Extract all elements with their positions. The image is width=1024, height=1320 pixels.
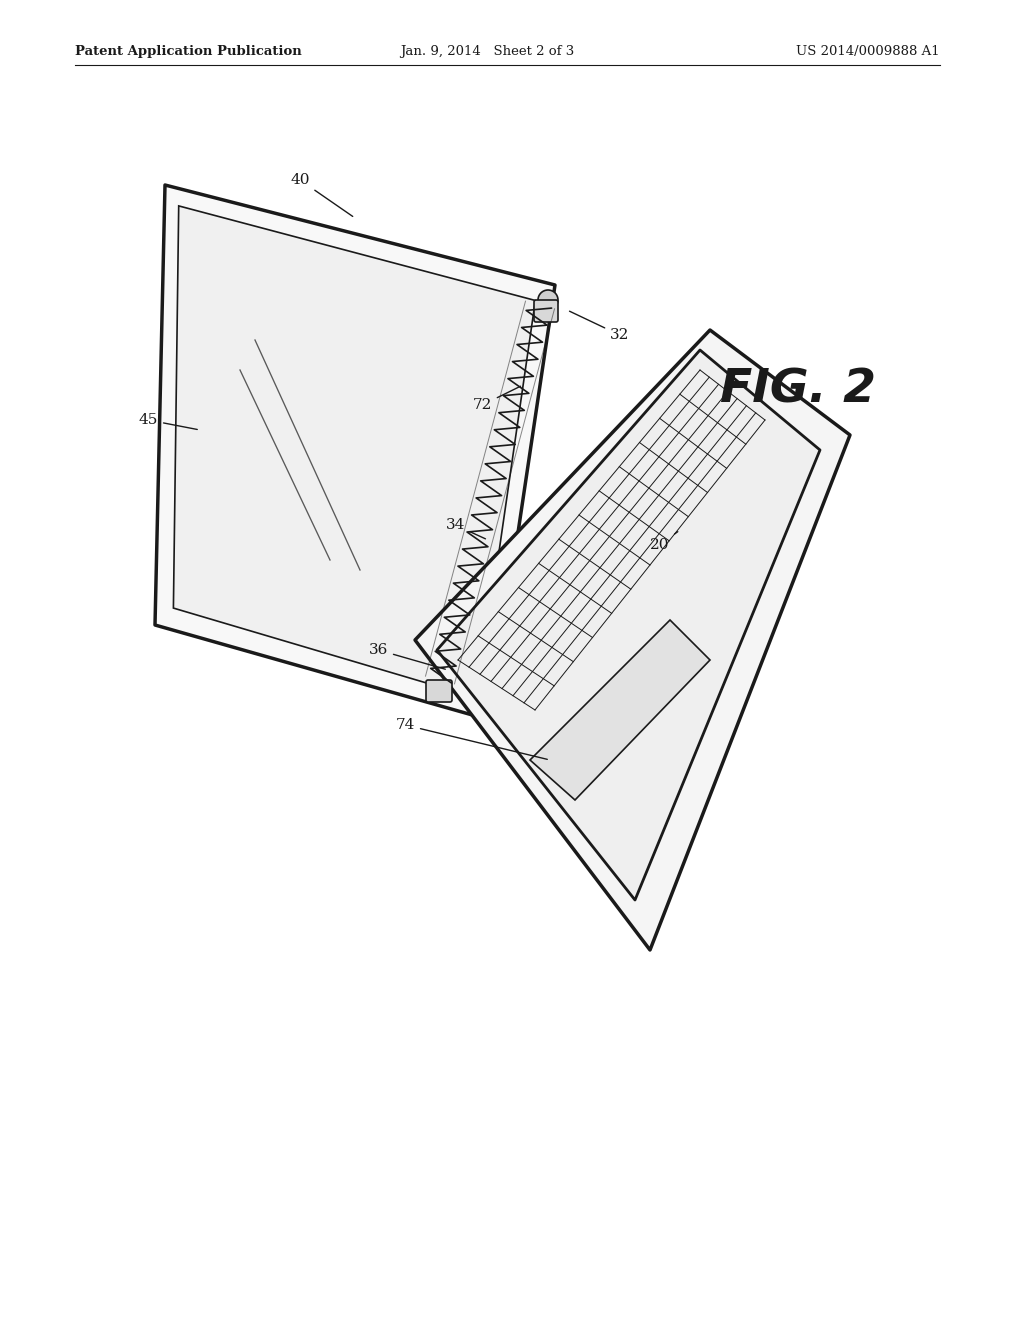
Text: 32: 32 <box>569 312 630 342</box>
FancyBboxPatch shape <box>426 680 452 702</box>
Text: 34: 34 <box>445 517 485 539</box>
Polygon shape <box>155 185 555 719</box>
Polygon shape <box>437 350 820 900</box>
Text: 40: 40 <box>290 173 352 216</box>
Text: Jan. 9, 2014   Sheet 2 of 3: Jan. 9, 2014 Sheet 2 of 3 <box>400 45 574 58</box>
Text: 20: 20 <box>650 532 678 552</box>
Text: 74: 74 <box>395 718 547 759</box>
Circle shape <box>538 290 558 310</box>
FancyBboxPatch shape <box>534 300 558 322</box>
Polygon shape <box>530 620 710 800</box>
Text: US 2014/0009888 A1: US 2014/0009888 A1 <box>797 45 940 58</box>
Text: 36: 36 <box>369 643 445 669</box>
Text: Patent Application Publication: Patent Application Publication <box>75 45 302 58</box>
Text: 45: 45 <box>138 413 198 429</box>
Text: FIG. 2: FIG. 2 <box>720 367 876 412</box>
Polygon shape <box>415 330 850 950</box>
Polygon shape <box>173 206 536 698</box>
Text: 72: 72 <box>473 387 520 412</box>
